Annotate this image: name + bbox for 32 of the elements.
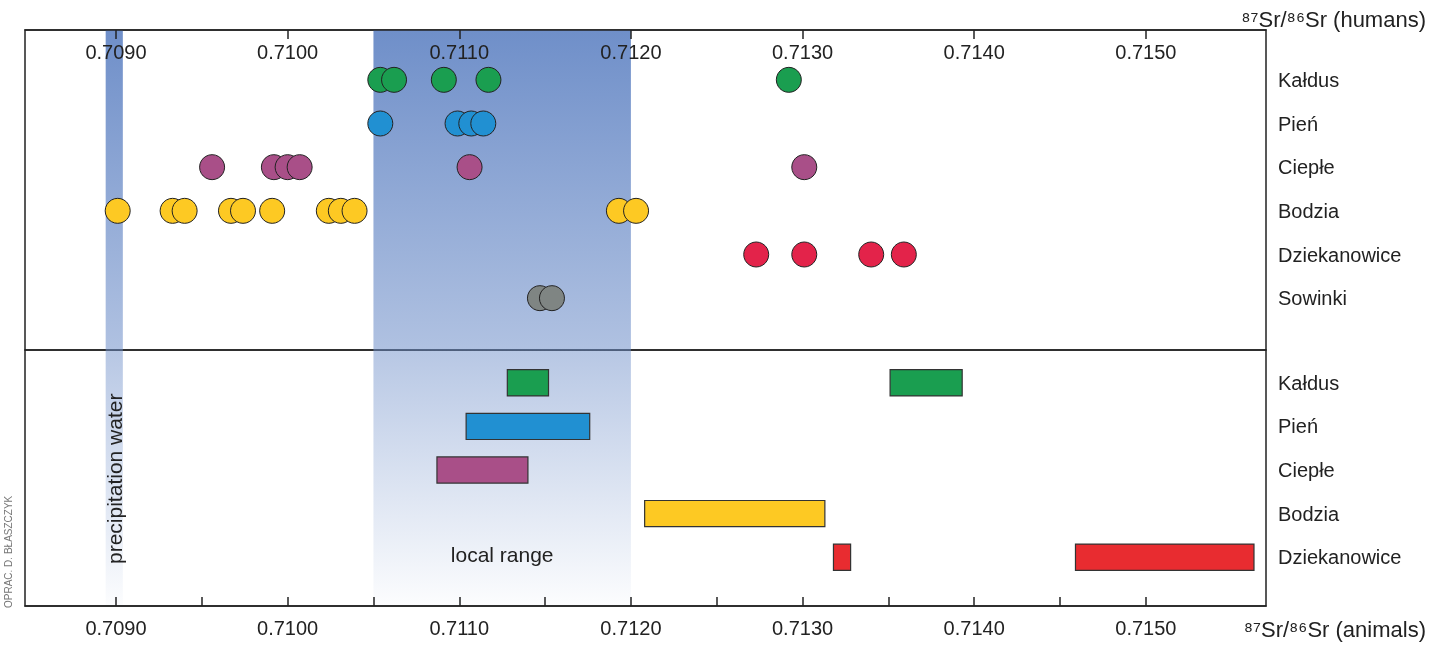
- text: OPRAC. D. BŁASZCZYK: [2, 495, 14, 608]
- x-tick-label: 0.7150: [1115, 617, 1177, 639]
- y-tick-label: Bodzia: [1278, 502, 1341, 525]
- x-tick-label: 0.7130: [771, 41, 834, 63]
- y-tick-label: Dziekanowice: [1278, 546, 1402, 569]
- x-tick-label: 0.7100: [257, 617, 319, 639]
- x-tick-label: 0.7130: [771, 617, 834, 639]
- y-tick-label: Ciepłe: [1278, 459, 1335, 481]
- x-tick-label: 0.7150: [1115, 41, 1177, 63]
- y-tick-label: Ciepłe: [1278, 156, 1335, 179]
- x-tick-label: 0.7140: [943, 41, 1005, 63]
- y-tick-label: Kałdus: [1278, 371, 1340, 394]
- y-tick-label: Pień: [1278, 112, 1319, 135]
- bar: [465, 412, 591, 441]
- band-label: precipitation water: [102, 393, 126, 564]
- x-tick-label: 0.7120: [600, 617, 662, 639]
- x-tick-label: 0.7090: [85, 617, 147, 639]
- x-tick-label: 0.7100: [257, 41, 319, 63]
- x-axis-title: ⁸⁷Sr/⁸⁶Sr (humans): [1241, 6, 1426, 32]
- y-tick-label: Pień: [1278, 415, 1319, 438]
- x-axis-title: ⁸⁷Sr/⁸⁶Sr (animals): [1243, 616, 1426, 642]
- band-label: local range: [450, 542, 554, 566]
- x-tick-label: 0.7120: [600, 41, 662, 63]
- y-tick-label: Sowinki: [1278, 287, 1347, 310]
- x-tick-label: 0.7140: [943, 617, 1005, 639]
- bar: [644, 499, 826, 528]
- y-tick-label: Kałdus: [1278, 68, 1340, 91]
- x-tick-label: 0.7110: [429, 617, 490, 639]
- x-tick-label: 0.7110: [429, 41, 490, 63]
- y-tick-label: Bodzia: [1278, 199, 1341, 222]
- bar: [436, 456, 529, 484]
- y-tick-label: Dziekanowice: [1278, 243, 1402, 266]
